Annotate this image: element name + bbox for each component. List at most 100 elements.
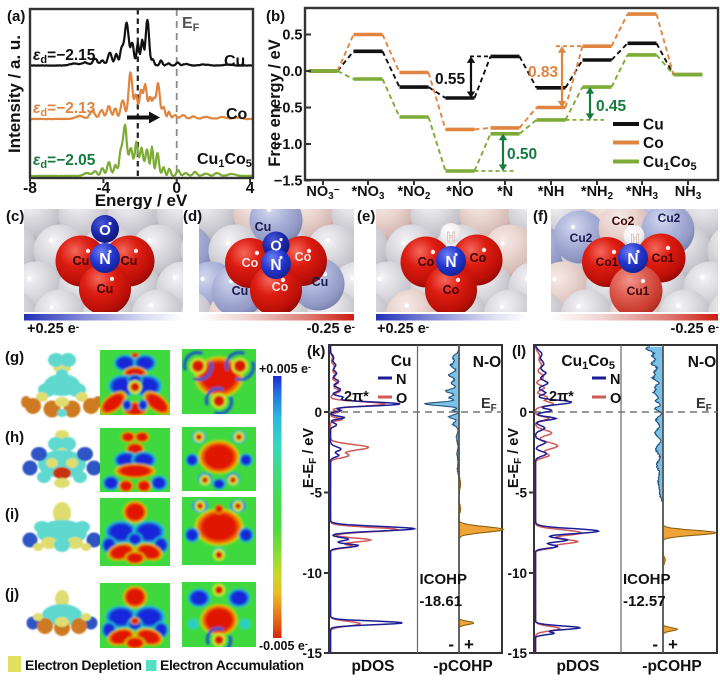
svg-text:(b): (b) [266,8,285,25]
svg-text:Cu2: Cu2 [570,231,593,245]
svg-text:Co1: Co1 [652,251,675,265]
svg-text:Electron Accumulation: Electron Accumulation [160,657,304,673]
svg-text:-4: -4 [97,180,111,197]
svg-text:εd=−2.05: εd=−2.05 [33,152,96,171]
svg-text:0: 0 [519,405,527,420]
svg-text:*NO3: *NO3 [352,184,385,202]
svg-text:(a): (a) [7,8,25,25]
svg-text:(f): (f) [533,208,548,225]
svg-text:+: + [668,635,678,654]
svg-text:+0.005 e-: +0.005 e- [259,362,311,376]
svg-text:NH3: NH3 [675,184,702,202]
svg-text:Co: Co [470,251,487,265]
svg-text:Cu1Co5: Cu1Co5 [643,154,697,173]
svg-text:Co: Co [226,106,248,123]
svg-text:Co: Co [272,280,289,294]
svg-text:-18.61: -18.61 [420,593,463,610]
svg-text:E-EF / eV: E-EF / eV [301,428,319,488]
svg-text:N-O: N-O [473,354,501,371]
svg-text:+0.25 e-: +0.25 e- [377,321,429,337]
svg-text:Cu: Cu [643,117,664,134]
svg-text:0: 0 [314,405,322,420]
svg-text:N: N [99,251,111,268]
svg-text:0.5: 0.5 [282,28,302,44]
svg-text:O: O [99,222,111,239]
svg-text:2π*: 2π* [344,389,369,405]
svg-text:Cu: Cu [97,282,114,296]
svg-text:Co: Co [443,283,460,297]
svg-text:-: - [448,635,454,654]
svg-text:Co: Co [643,135,664,152]
svg-text:Cu1Co5: Cu1Co5 [197,151,252,170]
svg-text:Cu: Cu [121,254,138,268]
svg-text:*NH3: *NH3 [626,184,659,202]
svg-text:Electron Depletion: Electron Depletion [25,657,142,673]
svg-text:2π*: 2π* [549,389,574,405]
svg-text:Co2: Co2 [612,214,635,228]
svg-text:4: 4 [246,180,255,197]
svg-text:Intensity / a. u.: Intensity / a. u. [5,35,24,153]
svg-text:Cu2: Cu2 [658,211,681,225]
svg-text:Cu1Co5: Cu1Co5 [561,353,615,372]
svg-text:-15: -15 [507,646,527,661]
svg-text:−1.5: −1.5 [274,174,303,190]
svg-text:+: + [464,635,474,654]
svg-text:*NH: *NH [538,184,565,200]
svg-text:0.45: 0.45 [596,98,627,115]
svg-text:0: 0 [172,180,181,197]
svg-text:-5: -5 [515,486,527,501]
svg-text:0.55: 0.55 [435,71,466,88]
svg-text:Co: Co [295,250,312,264]
svg-text:0.50: 0.50 [507,146,537,163]
svg-text:N: N [627,251,638,268]
svg-text:ICOHP: ICOHP [623,571,671,588]
svg-text:(l): (l) [512,343,526,360]
svg-text:Co: Co [418,255,435,269]
svg-text:(h): (h) [5,429,24,446]
svg-text:(k): (k) [307,343,325,360]
svg-text:-0.25 e-: -0.25 e- [671,321,720,337]
svg-text:0.0: 0.0 [282,64,302,80]
svg-text:Cu: Cu [224,53,245,70]
svg-text:*N: *N [497,184,513,200]
svg-text:-5: -5 [310,486,322,501]
svg-text:Cu1: Cu1 [627,284,650,298]
svg-text:−0.5: −0.5 [274,101,303,117]
svg-text:Cu: Cu [73,254,90,268]
svg-text:pDOS: pDOS [351,658,394,675]
svg-text:(g): (g) [5,349,24,366]
svg-text:-12.57: -12.57 [623,593,666,610]
svg-text:-8: -8 [23,180,37,197]
svg-text:*NO2: *NO2 [398,184,431,202]
svg-text:(c): (c) [6,208,24,225]
svg-text:O: O [610,391,621,407]
svg-text:-0.25 e-: -0.25 e- [307,321,356,337]
svg-text:(e): (e) [357,208,375,225]
svg-text:εd=−2.13: εd=−2.13 [33,100,96,119]
svg-text:Cu: Cu [255,220,272,234]
svg-text:N-O: N-O [688,354,716,371]
svg-text:N: N [445,254,456,271]
svg-text:N: N [270,257,281,274]
svg-text:ICOHP: ICOHP [420,571,468,588]
svg-text:(d): (d) [183,208,202,225]
svg-text:0.83: 0.83 [528,64,559,81]
svg-text:-0.005 e-: -0.005 e- [259,639,308,653]
svg-text:−1.0: −1.0 [274,137,303,153]
svg-text:-10: -10 [302,566,322,581]
svg-text:Cu: Cu [232,284,249,298]
svg-text:O: O [270,239,281,255]
svg-text:N: N [396,372,406,388]
svg-text:εd=−2.15: εd=−2.15 [33,47,96,66]
svg-text:*NH2: *NH2 [581,184,614,202]
svg-text:Cu: Cu [312,275,329,289]
svg-text:+0.25 e-: +0.25 e- [27,321,79,337]
svg-text:*NO: *NO [446,184,473,200]
svg-text:H: H [630,232,639,246]
svg-text:(j): (j) [5,586,19,603]
svg-text:-15: -15 [302,646,322,661]
svg-text:-pCOHP: -pCOHP [433,658,492,675]
svg-text:pDOS: pDOS [556,658,599,675]
svg-text:-pCOHP: -pCOHP [642,658,701,675]
svg-text:-10: -10 [507,566,527,581]
